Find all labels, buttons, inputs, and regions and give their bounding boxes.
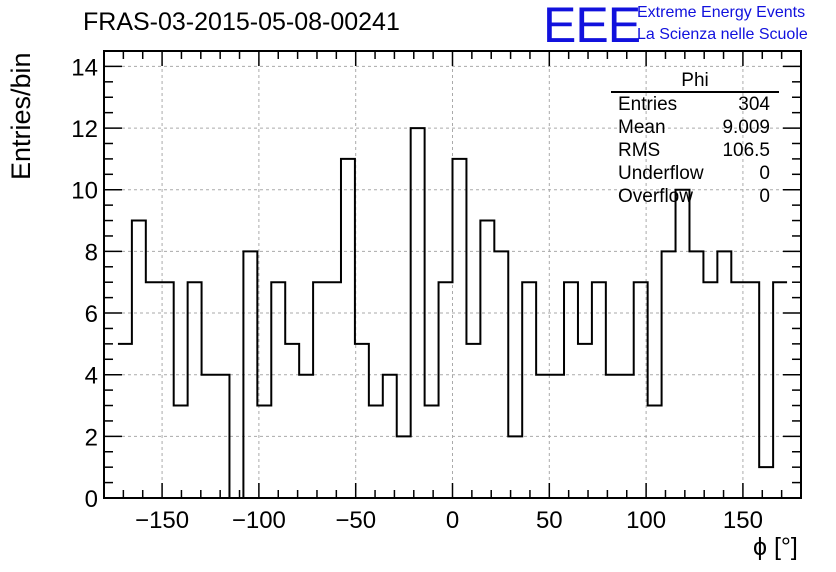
histogram-bin (355, 344, 369, 498)
axes: −150 −100 −50 0 50 100 150 0 2 4 6 8 10 12 14 (71, 50, 802, 534)
histogram-bin (341, 159, 355, 498)
x-tick-label: −150 (135, 507, 189, 534)
stats-row-entries: Entries 304 (611, 93, 779, 116)
histogram-bin (188, 282, 202, 498)
histogram-bin (759, 467, 773, 498)
histogram-bin (439, 282, 453, 498)
x-tick-label: −100 (232, 507, 286, 534)
histogram-bin (745, 282, 759, 498)
stats-value: 106.5 (722, 140, 770, 161)
x-tick-label: 150 (723, 507, 763, 534)
histogram-bin (216, 375, 230, 498)
stats-box: Phi Entries 304 Mean 9.009 RMS 106.5 Und… (611, 70, 779, 208)
histogram-bin (689, 251, 703, 498)
histogram-bin (299, 375, 313, 498)
histogram-bin (425, 406, 439, 498)
histogram-bin (146, 282, 160, 498)
y-tick-label: 8 (85, 239, 98, 266)
histogram-bin (118, 344, 132, 498)
y-tick-label: 10 (71, 178, 98, 205)
histogram-bin (160, 282, 174, 498)
histogram-bin (648, 406, 662, 498)
stats-value: 9.009 (722, 117, 770, 138)
y-tick-label: 6 (85, 301, 98, 328)
stats-row-overflow: Overflow 0 (611, 185, 779, 208)
x-axis-label: ϕ [°] (753, 533, 798, 561)
histogram-bin (620, 375, 634, 498)
logo-caption-line1: Extreme Energy Events (637, 4, 806, 21)
y-tick-label: 4 (85, 363, 98, 390)
histogram-bin (174, 406, 188, 498)
stats-row-rms: RMS 106.5 (611, 139, 779, 162)
y-tick-label: 2 (85, 424, 98, 451)
stats-label: Overflow (618, 186, 693, 207)
histogram-bin (202, 375, 216, 498)
histogram-bin (369, 406, 383, 498)
y-axis-label: Entries/bin (6, 52, 36, 180)
x-tick-label: 50 (536, 507, 563, 534)
histogram-bin (578, 344, 592, 498)
histogram-bin (271, 282, 285, 498)
x-tick-label: 100 (626, 507, 666, 534)
logo-caption-line2: La Scienza nelle Scuole (637, 26, 808, 43)
histogram-bin (480, 221, 494, 498)
x-tick-label: 0 (446, 507, 459, 534)
stats-label: Mean (618, 117, 666, 138)
histogram-bin (383, 375, 397, 498)
stats-row-underflow: Underflow 0 (611, 162, 779, 185)
histogram-bin (606, 375, 620, 498)
histogram-bin (466, 344, 480, 498)
histogram-bin (522, 282, 536, 498)
x-tick-label: −50 (335, 507, 376, 534)
stats-label: RMS (618, 140, 661, 161)
histogram-bin (634, 282, 648, 498)
histogram-bin (327, 282, 341, 498)
histogram-bin (397, 436, 411, 498)
histogram-bin (494, 251, 508, 498)
histogram-bin (313, 282, 327, 498)
histogram-bin (132, 221, 146, 498)
histogram-bin (731, 282, 745, 498)
histogram-bin (773, 282, 787, 498)
histogram-bin (508, 436, 522, 498)
stats-value: 0 (759, 163, 770, 184)
chart-title: FRAS-03-2015-05-08-00241 (83, 8, 400, 36)
histogram-bin (411, 128, 425, 498)
histogram-bin (592, 282, 606, 498)
histogram-bin (717, 251, 731, 498)
histogram-bin (703, 282, 717, 498)
y-tick-label: 14 (71, 54, 98, 81)
stats-label: Entries (618, 94, 678, 115)
histogram-bin (453, 159, 467, 498)
histogram-bin (564, 282, 578, 498)
eee-logo: EEE (543, 0, 641, 53)
stats-value: 304 (738, 94, 770, 115)
stats-label: Underflow (618, 163, 704, 184)
histogram-bin (285, 344, 299, 498)
stats-row-mean: Mean 9.009 (611, 116, 779, 139)
stats-title: Phi (611, 70, 779, 93)
histogram-bin (243, 251, 257, 498)
histogram-bin (536, 375, 550, 498)
stats-value: 0 (759, 186, 770, 207)
histogram-bin (550, 375, 564, 498)
histogram-bin (676, 190, 690, 498)
y-tick-label: 0 (85, 486, 98, 513)
histogram-bin (662, 251, 676, 498)
y-tick-label: 12 (71, 116, 98, 143)
